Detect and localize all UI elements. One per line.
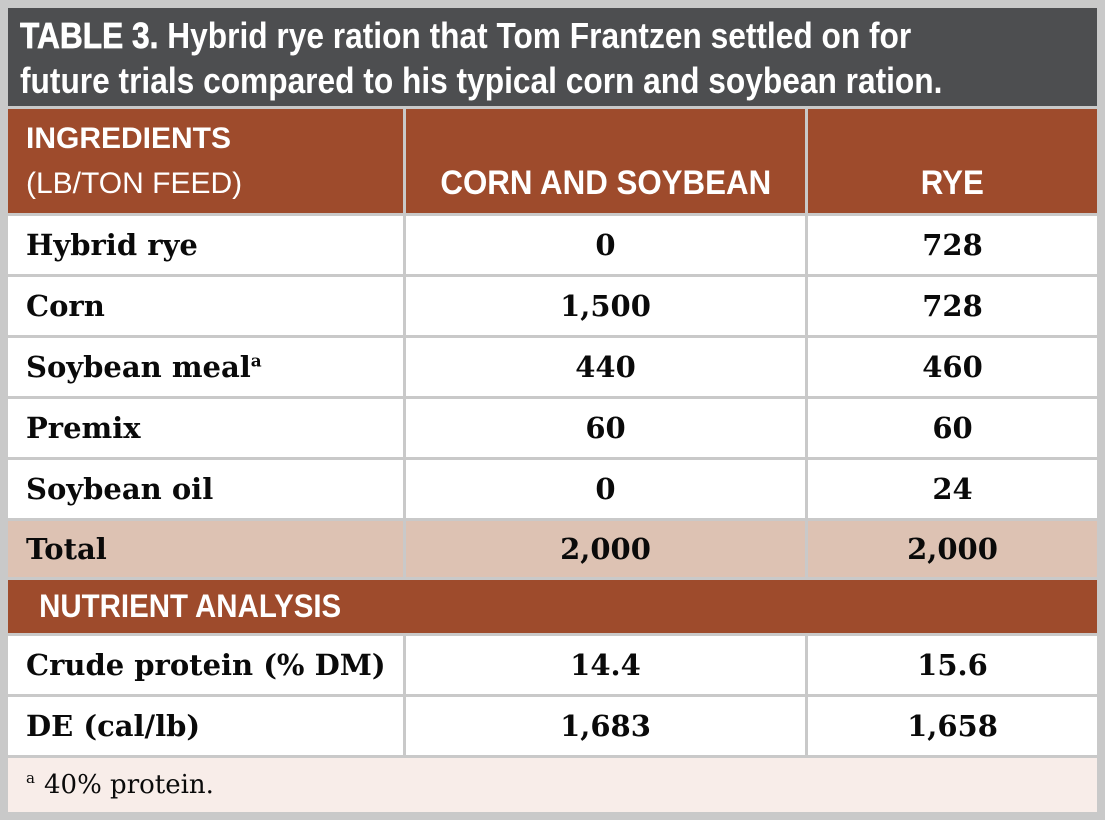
table-grid: TABLE 3. Hybrid rye ration that Tom Fran…	[8, 8, 1097, 812]
row-label-premix: Premix	[8, 399, 403, 457]
row-label-soybean-oil: Soybean oil	[8, 460, 403, 518]
cell-total-rye: 2,000	[808, 521, 1097, 577]
title-text-line1: Hybrid rye ration that Tom Frantzen sett…	[167, 15, 912, 56]
table-footnote: a 40% protein.	[8, 758, 1097, 812]
row-label-total: Total	[8, 521, 403, 577]
footnote-marker: a	[26, 769, 35, 788]
cell-corn-rye: 728	[808, 277, 1097, 335]
row-label-soybean-meal: Soybean meala	[8, 338, 403, 396]
footnote-marker-superscript: a	[250, 350, 262, 371]
cell-premix-corn-soybean: 60	[406, 399, 805, 457]
cell-soybean-meal-rye: 460	[808, 338, 1097, 396]
cell-hybrid-rye-corn-soybean: 0	[406, 216, 805, 274]
cell-crude-protein-corn-soybean: 14.4	[406, 636, 805, 694]
row-label-de: DE (cal/lb)	[8, 697, 403, 755]
title-line-1: TABLE 3. Hybrid rye ration that Tom Fran…	[20, 13, 1097, 58]
cell-total-corn-soybean: 2,000	[406, 521, 805, 577]
ingredients-unit-label: (LB/TON FEED)	[26, 167, 243, 200]
table-title-bar: TABLE 3. Hybrid rye ration that Tom Fran…	[8, 8, 1097, 106]
cell-soybean-oil-corn-soybean: 0	[406, 460, 805, 518]
cell-soybean-oil-rye: 24	[808, 460, 1097, 518]
column-header-corn-soybean: CORN AND SOYBEAN	[406, 109, 805, 213]
table-number: TABLE 3.	[20, 15, 159, 57]
cell-corn-corn-soybean: 1,500	[406, 277, 805, 335]
title-text-line2: future trials compared to his typical co…	[20, 60, 943, 101]
title-line-2: future trials compared to his typical co…	[20, 58, 1097, 103]
cell-de-corn-soybean: 1,683	[406, 697, 805, 755]
cell-premix-rye: 60	[808, 399, 1097, 457]
column-header-rye: RYE	[808, 109, 1097, 213]
cell-de-rye: 1,658	[808, 697, 1097, 755]
footnote-text: 40% protein.	[44, 770, 214, 800]
nutrient-analysis-section-header: NUTRIENT ANALYSIS	[8, 580, 1097, 633]
cell-crude-protein-rye: 15.6	[808, 636, 1097, 694]
row-label-corn: Corn	[8, 277, 403, 335]
column-header-ingredients: INGREDIENTS (LB/TON FEED)	[8, 109, 403, 213]
cell-soybean-meal-corn-soybean: 440	[406, 338, 805, 396]
row-label-hybrid-rye: Hybrid rye	[8, 216, 403, 274]
ingredients-label: INGREDIENTS	[26, 122, 232, 155]
row-label-crude-protein: Crude protein (% DM)	[8, 636, 403, 694]
cell-hybrid-rye-rye: 728	[808, 216, 1097, 274]
